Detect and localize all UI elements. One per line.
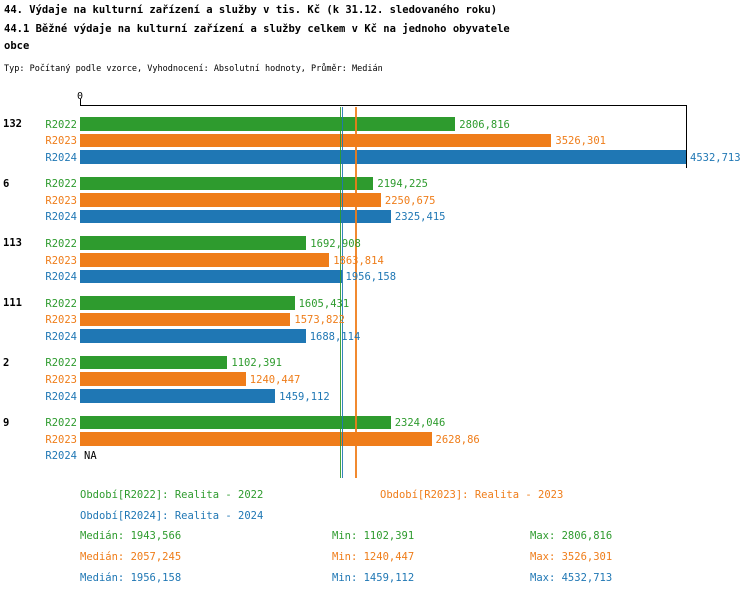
- group-label: 113: [3, 237, 22, 250]
- bar: [80, 372, 246, 386]
- bar-value-label: 2250,675: [384, 194, 436, 207]
- series-label: R2022: [45, 118, 77, 131]
- bar: [80, 133, 552, 148]
- group-label: 132: [3, 118, 22, 130]
- axis-top-line: [80, 105, 687, 106]
- chart-title-line2: 44.1 Běžné výdaje na kulturní zařízení a…: [4, 23, 510, 52]
- bar: [80, 355, 228, 370]
- series-label: R2022: [45, 178, 77, 191]
- stat-min-r2022: Min: 1102,391: [332, 530, 415, 542]
- bar-value-label: 2806,816: [459, 118, 510, 131]
- bar-value-label: 1692,908: [310, 237, 361, 250]
- series-label: R2022: [45, 237, 77, 250]
- stat-min-r2024: Min: 1459,112: [332, 572, 415, 584]
- axis-zero-label: 0: [76, 91, 84, 102]
- group-label: 6: [3, 177, 10, 190]
- group-label: 2: [3, 356, 10, 369]
- bar: [80, 193, 381, 207]
- bar: [80, 253, 330, 267]
- bar: [80, 312, 291, 327]
- chart-subtitle: Typ: Počítaný podle vzorce, Vyhodnocení:…: [4, 64, 383, 74]
- series-label: R2023: [45, 373, 77, 386]
- bar: [80, 236, 307, 250]
- group-label: 9: [3, 416, 10, 429]
- bar-value-label: 2194,225: [377, 178, 428, 191]
- bar: [80, 329, 306, 343]
- series-label: R2022: [45, 297, 77, 310]
- bar-value-label: 1240,447: [249, 373, 301, 386]
- bar-value-label: 1459,112: [279, 390, 330, 403]
- bar: [80, 117, 456, 131]
- bar: [80, 296, 295, 310]
- group-label: 111: [3, 297, 22, 310]
- bar-value-label: 1863,814: [333, 254, 384, 267]
- bar: [80, 176, 374, 191]
- legend-item-r2022: Období[R2022]: Realita - 2022: [80, 489, 264, 501]
- legend-item-r2023: Období[R2023]: Realita - 2023: [380, 489, 564, 501]
- bar-value-label: 2628,86: [435, 433, 480, 446]
- legend-item-r2024: Období[R2024]: Realita - 2024: [80, 510, 264, 522]
- axis-right-line: [686, 105, 687, 168]
- stat-max-r2023: Max: 3526,301: [530, 551, 613, 563]
- bar-value-label: 1573,822: [294, 314, 345, 327]
- series-label: R2024: [45, 211, 77, 224]
- median-line: [339, 107, 342, 478]
- series-label: R2023: [45, 433, 77, 446]
- bar-value-label: 2324,046: [394, 417, 446, 429]
- bar: [80, 389, 276, 403]
- stat-max-r2024: Max: 4532,713: [530, 572, 613, 584]
- series-label: R2024: [45, 390, 77, 403]
- series-label: R2024: [45, 330, 77, 343]
- bar: [80, 415, 391, 429]
- stat-median-r2023: Medián: 2057,245: [80, 551, 182, 563]
- bar-value-label: 1956,158: [345, 271, 397, 284]
- series-label: R2023: [45, 254, 77, 267]
- bar: [80, 209, 391, 224]
- bar-value-label: 1102,391: [231, 357, 282, 370]
- bar-value-label: 1688,114: [309, 330, 361, 343]
- bar: [80, 269, 342, 284]
- series-label: R2023: [45, 314, 77, 327]
- bar-value-label: 3526,301: [555, 135, 606, 148]
- stat-max-r2022: Max: 2806,816: [530, 530, 613, 542]
- bar-value-label: 4532,713: [690, 151, 741, 164]
- bar-value-label: 1605,431: [298, 297, 350, 310]
- stat-median-r2024: Medián: 1956,158: [80, 572, 182, 584]
- bar: [80, 432, 432, 446]
- na-value-label: NA: [84, 450, 97, 463]
- series-label: R2023: [45, 135, 77, 148]
- stat-min-r2023: Min: 1240,447: [332, 551, 415, 563]
- stat-median-r2022: Medián: 1943,566: [80, 530, 182, 542]
- series-label: R2022: [45, 417, 77, 429]
- series-label: R2022: [45, 357, 77, 370]
- bar: [80, 150, 686, 164]
- median-line: [355, 107, 357, 478]
- series-label: R2024: [45, 450, 77, 463]
- series-label: R2023: [45, 194, 77, 207]
- axis-zero-tick: [80, 99, 81, 105]
- chart-title-line1: 44. Výdaje na kulturní zařízení a služby…: [4, 4, 498, 16]
- series-label: R2024: [45, 271, 77, 284]
- median-line: [341, 107, 343, 478]
- bar-value-label: 2325,415: [394, 211, 446, 224]
- series-label: R2024: [45, 151, 77, 164]
